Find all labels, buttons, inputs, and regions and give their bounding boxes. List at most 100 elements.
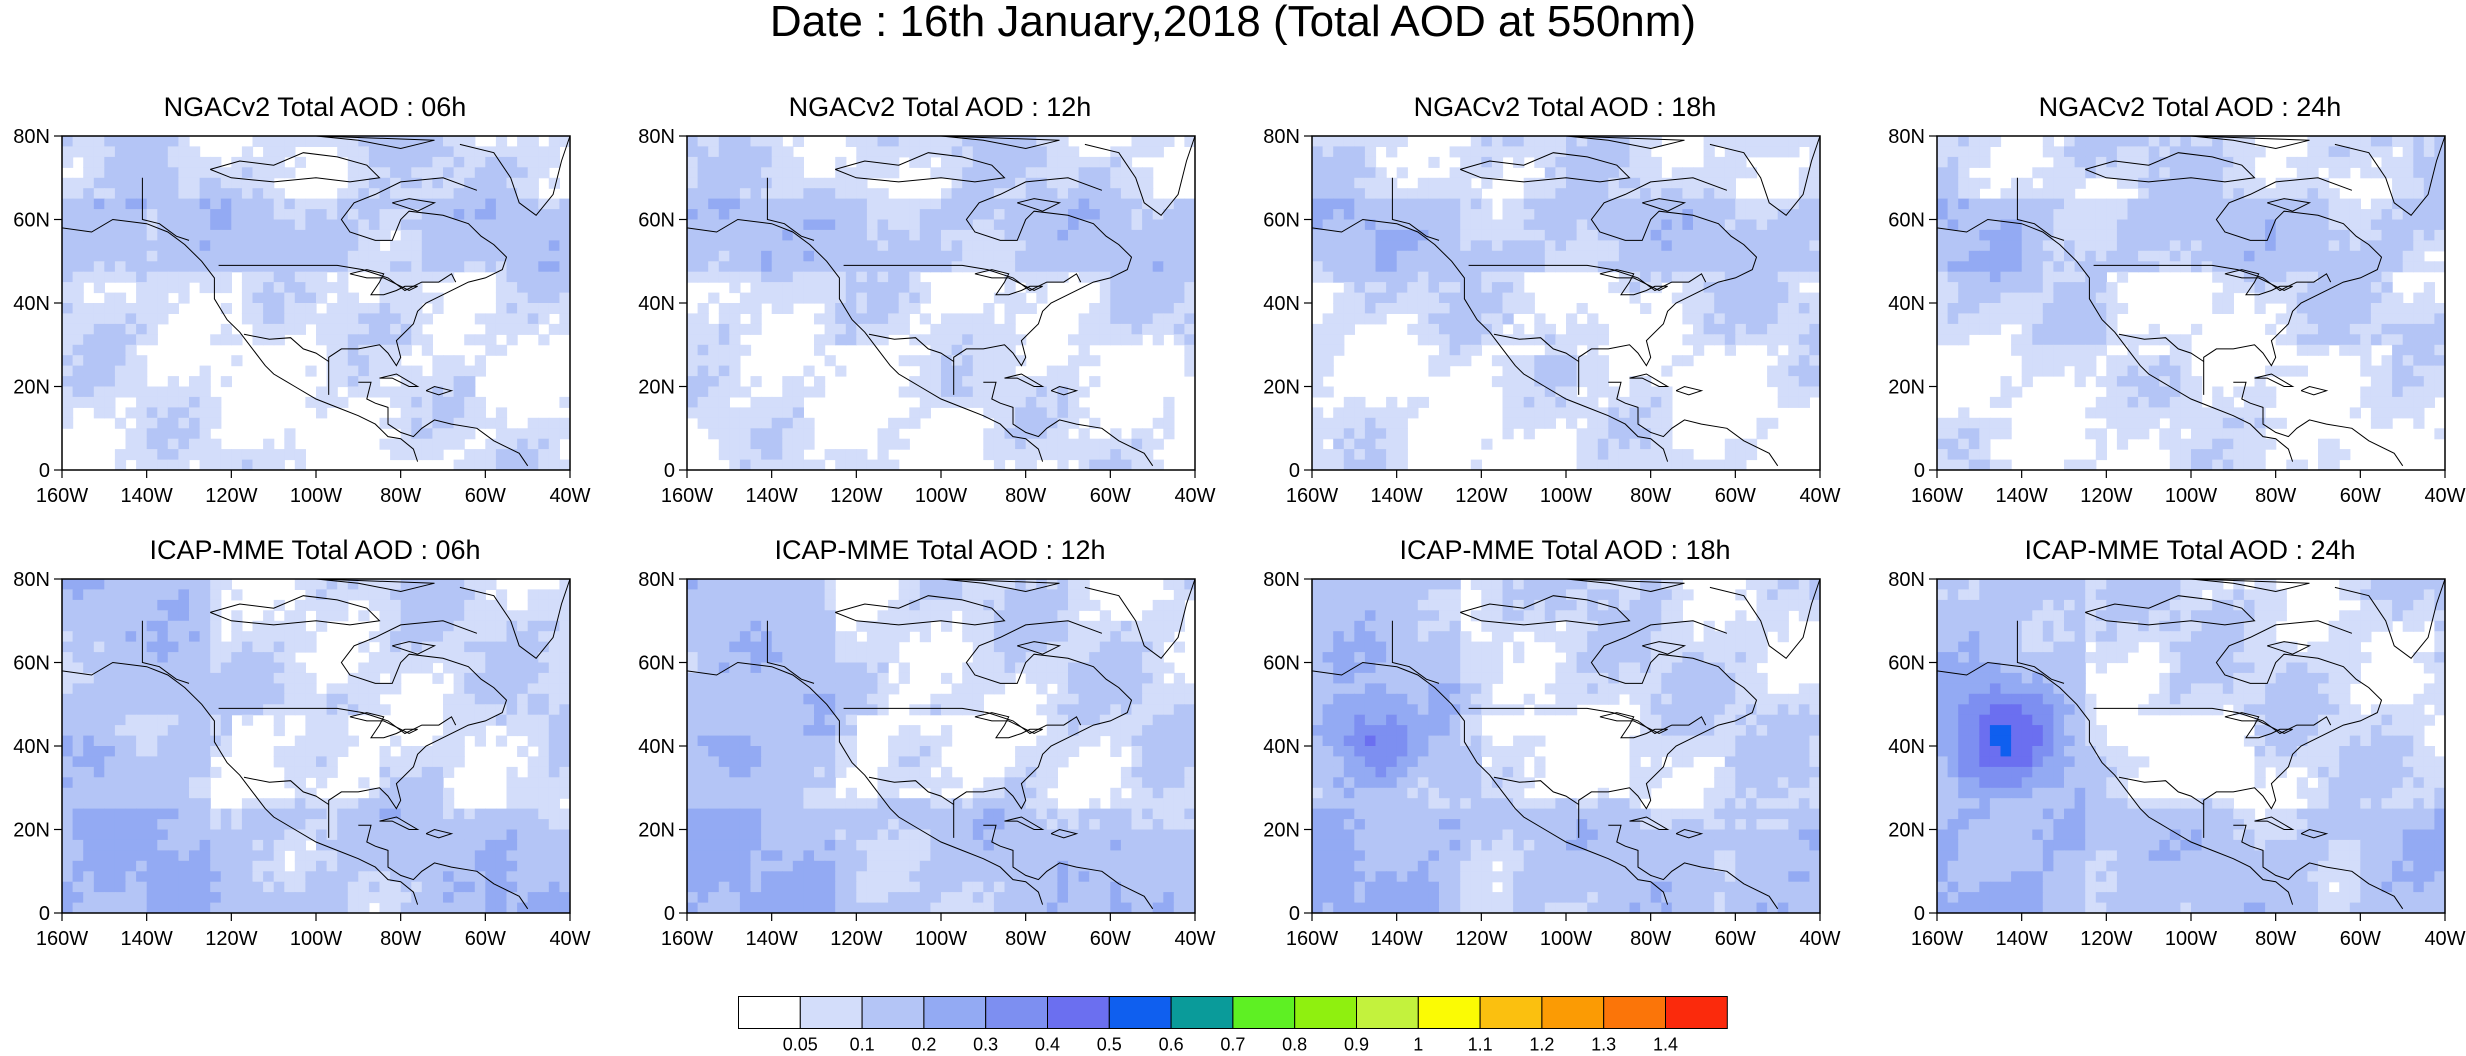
map-panel-6: ICAP-MME Total AOD : 12h 80N 60N 40N 20N 0 160… — [625, 533, 1245, 971]
coastline — [210, 595, 381, 626]
coastline — [1084, 579, 1195, 659]
colorbar-label: 1 — [1413, 1035, 1423, 1055]
lon-tick-label: 140W — [746, 928, 798, 950]
lon-tick-label: 40W — [2424, 485, 2465, 507]
lat-tick-label: 40N — [1888, 736, 1925, 758]
aod-field — [62, 136, 570, 470]
map-panel-8: ICAP-MME Total AOD : 24h 80N 60N 40N 20N 0 160… — [1875, 533, 2466, 971]
coastline — [425, 828, 454, 839]
lon-tick-label: 60W — [1715, 485, 1756, 507]
coastline — [1017, 641, 1062, 655]
coastline — [1642, 641, 1687, 655]
lon-tick-label: 60W — [1715, 928, 1756, 950]
lon-tick-label: 160W — [1286, 485, 1338, 507]
coastline — [1709, 136, 1820, 216]
country-border — [2093, 707, 2332, 735]
aod-map: 80N 60N 40N 20N 0 160W 140W 120W 100W 80W 60W 40W — [1888, 569, 2465, 950]
lon-tick-label: 60W — [465, 928, 506, 950]
country-border — [141, 177, 190, 241]
coastline — [2300, 828, 2329, 839]
colorbar-box — [1232, 996, 1296, 1029]
coastline — [1050, 385, 1079, 396]
coastline — [349, 269, 418, 296]
lat-tick-label: 40N — [1263, 736, 1300, 758]
lon-tick-label: 140W — [121, 485, 173, 507]
aod-map: 80N 60N 40N 20N 0 160W 140W 120W 100W 80W 60W 40W — [13, 126, 590, 507]
coastline — [1460, 595, 1631, 626]
lon-tick-label: 120W — [1455, 928, 1507, 950]
coastline — [328, 177, 508, 395]
lat-tick-label: 60N — [638, 210, 675, 232]
coastline — [315, 579, 435, 593]
lon-tick-label: 80W — [380, 928, 421, 950]
coastline — [2300, 385, 2329, 396]
country-border — [1391, 620, 1440, 684]
country-border — [1468, 707, 1707, 735]
coastline — [1460, 152, 1631, 183]
lat-tick-label: 80N — [638, 569, 675, 591]
lon-tick-label: 40W — [1174, 485, 1215, 507]
aod-map: 80N 60N 40N 20N 0 160W 140W 120W 100W 80W 60W 40W — [1263, 569, 1840, 950]
coastline — [358, 381, 529, 467]
colorbar-label: 0.8 — [1282, 1035, 1307, 1055]
coastline — [974, 269, 1043, 296]
lon-tick-label: 60W — [465, 485, 506, 507]
lon-tick-label: 100W — [290, 928, 342, 950]
aod-map: 80N 60N 40N 20N 0 160W 140W 120W 100W 80W 60W 40W — [13, 569, 590, 950]
lon-tick-label: 140W — [1996, 928, 2048, 950]
coastline — [2233, 381, 2404, 467]
coastline — [974, 712, 1043, 739]
coastline — [2085, 595, 2256, 626]
coastline — [1004, 373, 1045, 387]
lat-tick-label: 0 — [39, 903, 50, 925]
country-border — [1493, 776, 1579, 805]
lon-tick-label: 60W — [1090, 928, 1131, 950]
lat-tick-label: 40N — [638, 293, 675, 315]
coastline — [425, 385, 454, 396]
lon-tick-label: 100W — [915, 928, 967, 950]
panel-title: ICAP-MME Total AOD : 12h — [774, 535, 1106, 565]
country-border — [868, 333, 954, 362]
lat-tick-label: 0 — [664, 903, 675, 925]
lat-tick-label: 80N — [13, 569, 50, 591]
lat-tick-label: 60N — [638, 653, 675, 675]
coastline — [983, 824, 1154, 910]
country-border — [2016, 177, 2065, 241]
lon-tick-label: 140W — [1371, 485, 1423, 507]
coastline — [1050, 828, 1079, 839]
coastline — [687, 661, 1044, 905]
lon-tick-label: 100W — [2165, 485, 2217, 507]
country-border — [2118, 333, 2204, 362]
colorbar-label: 0.7 — [1220, 1035, 1245, 1055]
lon-tick-label: 140W — [746, 485, 798, 507]
colorbar-label: 1.1 — [1468, 1035, 1493, 1055]
colorbar-box — [1356, 996, 1419, 1029]
coastline — [1937, 661, 2294, 905]
country-border — [2093, 264, 2332, 292]
coastline — [1312, 661, 1669, 905]
lon-tick-label: 80W — [1005, 928, 1046, 950]
country-border — [218, 707, 457, 735]
coastline — [1608, 824, 1779, 910]
lon-tick-label: 140W — [121, 928, 173, 950]
colorbar-box — [1479, 996, 1543, 1029]
colorbar-box — [1294, 996, 1358, 1029]
lon-tick-label: 120W — [830, 485, 882, 507]
coastline — [2267, 641, 2312, 655]
lat-tick-label: 80N — [1263, 126, 1300, 148]
colorbar-box — [1665, 996, 1728, 1029]
panel-title: NGACv2 Total AOD : 18h — [1413, 92, 1717, 122]
figure-title: Date : 16th January,2018 (Total AOD at 5… — [769, 0, 1697, 46]
aod-map: 80N 60N 40N 20N 0 160W 140W 120W 100W 80W 60W 40W — [638, 126, 1215, 507]
lat-tick-label: 80N — [1888, 569, 1925, 591]
lon-tick-label: 160W — [1911, 928, 1963, 950]
colorbar-label: 0.2 — [911, 1035, 936, 1055]
colorbar-label: 1.2 — [1529, 1035, 1554, 1055]
colorbar-label: 0.9 — [1344, 1035, 1369, 1055]
lon-tick-label: 100W — [290, 485, 342, 507]
coastline — [349, 712, 418, 739]
coastline — [358, 824, 529, 910]
coastline — [1642, 198, 1687, 212]
country-border — [243, 776, 329, 805]
lat-tick-label: 60N — [1263, 210, 1300, 232]
